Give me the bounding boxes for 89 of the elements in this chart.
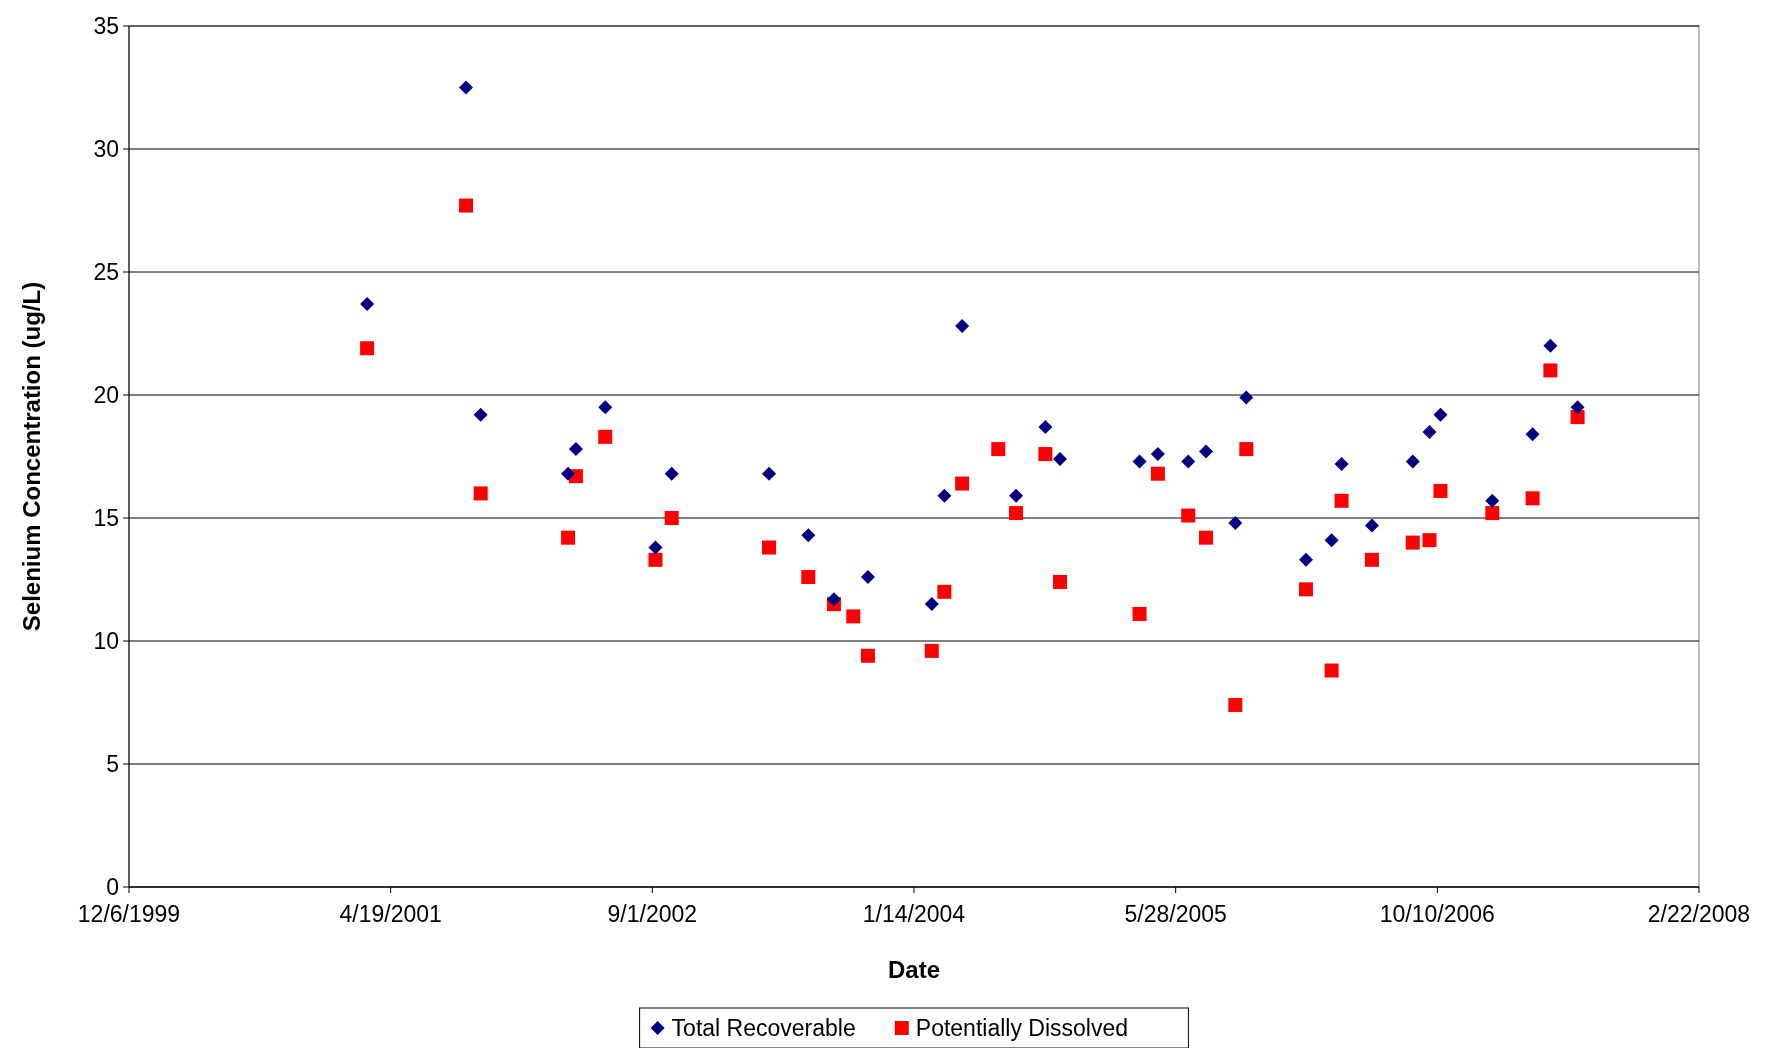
y-tick-label: 35 — [93, 13, 119, 40]
point — [1009, 488, 1024, 503]
point — [1525, 491, 1540, 506]
point — [648, 552, 663, 567]
y-tick-label: 25 — [93, 259, 119, 286]
x-tick-label: 5/28/2005 — [1124, 901, 1227, 927]
y-tick-label: 5 — [106, 751, 119, 778]
point — [1422, 424, 1437, 439]
point — [801, 528, 816, 543]
point — [459, 80, 474, 95]
point — [762, 540, 777, 555]
point — [1334, 493, 1349, 508]
point — [955, 476, 970, 491]
point — [1228, 515, 1243, 530]
point — [473, 486, 488, 501]
point — [801, 570, 816, 585]
legend-label: Potentially Dissolved — [915, 1015, 1129, 1042]
point — [955, 319, 970, 334]
point — [1132, 454, 1147, 469]
x-tick-label: 4/19/2001 — [339, 901, 442, 927]
point — [937, 584, 952, 599]
point — [924, 597, 939, 612]
point — [459, 198, 474, 213]
point — [1422, 533, 1437, 548]
point — [1132, 606, 1147, 621]
point — [1038, 447, 1053, 462]
point — [1433, 483, 1448, 498]
point — [937, 488, 952, 503]
point — [1525, 427, 1540, 442]
point — [1009, 506, 1024, 521]
point — [1038, 419, 1053, 434]
point — [1570, 410, 1585, 425]
point — [1324, 533, 1339, 548]
x-tick-label: 9/1/2002 — [607, 901, 698, 927]
legend-label: Total Recoverable — [671, 1015, 856, 1042]
point — [1543, 338, 1558, 353]
point — [1485, 506, 1500, 521]
x-tick-label: 1/14/2004 — [862, 901, 966, 927]
point — [1181, 454, 1196, 469]
y-tick-label: 30 — [93, 136, 119, 163]
x-tick-label: 12/6/1999 — [77, 901, 181, 927]
point — [561, 530, 576, 545]
point — [1053, 451, 1068, 466]
point — [1150, 466, 1165, 481]
point — [1239, 390, 1254, 405]
point — [1298, 552, 1313, 567]
point — [1053, 574, 1068, 589]
point — [1334, 456, 1349, 471]
point — [473, 407, 488, 422]
point — [826, 592, 841, 607]
point — [1298, 582, 1313, 597]
point — [664, 511, 679, 525]
point — [360, 296, 375, 311]
point — [598, 400, 613, 415]
point — [1228, 697, 1243, 712]
point — [1364, 552, 1379, 567]
y-axis-title: Selenium Concentration (ug/L) — [18, 281, 45, 632]
x-tick-label: 2/22/2008 — [1647, 901, 1751, 927]
x-axis-title: Date — [887, 956, 941, 983]
point — [924, 643, 939, 658]
point — [991, 442, 1006, 457]
point — [1199, 530, 1214, 545]
point — [1405, 535, 1420, 550]
y-tick-label: 15 — [93, 505, 119, 532]
point — [860, 570, 875, 585]
x-tick-label: 10/10/2006 — [1379, 901, 1495, 927]
point — [1364, 518, 1379, 533]
y-tick-label: 10 — [93, 628, 119, 655]
point — [1433, 407, 1448, 422]
point — [1543, 363, 1558, 378]
point — [1485, 493, 1500, 508]
point — [1199, 444, 1214, 459]
point — [1181, 508, 1196, 523]
point — [561, 466, 576, 481]
point — [1324, 663, 1339, 678]
point — [598, 429, 613, 444]
point — [360, 341, 375, 356]
point — [1239, 442, 1254, 457]
point — [860, 648, 875, 663]
point — [1150, 447, 1165, 462]
point — [1405, 454, 1420, 469]
y-tick-label: 20 — [93, 382, 119, 409]
point — [664, 466, 679, 481]
point — [648, 540, 663, 555]
point — [1570, 400, 1585, 415]
point — [762, 466, 777, 481]
point — [846, 609, 861, 624]
y-tick-label: 0 — [106, 874, 119, 901]
point — [568, 442, 583, 457]
